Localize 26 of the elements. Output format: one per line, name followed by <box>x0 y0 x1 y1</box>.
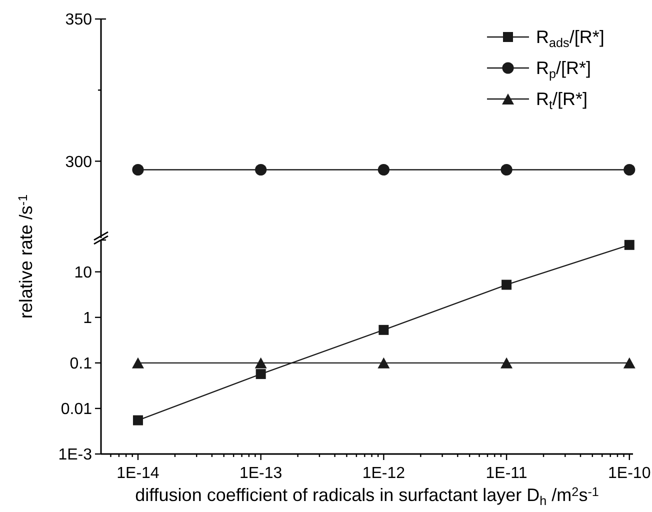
legend-label: R$_{t}$/[R*] <box>536 89 588 112</box>
point <box>500 357 513 368</box>
point <box>256 369 266 380</box>
x-axis-title: diffusion coefficient of radicals in surfactant layer D$_{h}$ /m$^{2}$s$^{-1}$ <box>135 484 599 508</box>
legend-label: R$_{ads}$/[R*] <box>536 27 604 50</box>
y-tick-label: 10 <box>74 264 92 282</box>
point <box>254 357 267 368</box>
y-tick-label: 0.1 <box>70 356 92 373</box>
x-tick-label: 1E-11 <box>486 465 528 482</box>
y-tick-label: 1E-3 <box>58 446 92 464</box>
y-tick-label: 350 <box>65 12 92 29</box>
x-tick-label: 1E-12 <box>362 465 406 482</box>
point <box>132 357 144 368</box>
y-tick-label: 300 <box>65 154 92 171</box>
point <box>378 324 389 335</box>
y-tick-label: 1 <box>83 310 92 327</box>
y-tick-label: 0.01 <box>60 401 92 418</box>
point <box>132 415 143 426</box>
x-tick-label: 1E-13 <box>239 465 282 482</box>
point <box>378 357 390 368</box>
x-tick-label: 1E-10 <box>608 465 651 482</box>
point <box>623 357 636 368</box>
point <box>624 240 634 250</box>
point <box>502 280 512 290</box>
legend-label: R$_{p}$/[R*] <box>536 58 592 81</box>
x-tick-label: 1E-14 <box>116 465 160 482</box>
